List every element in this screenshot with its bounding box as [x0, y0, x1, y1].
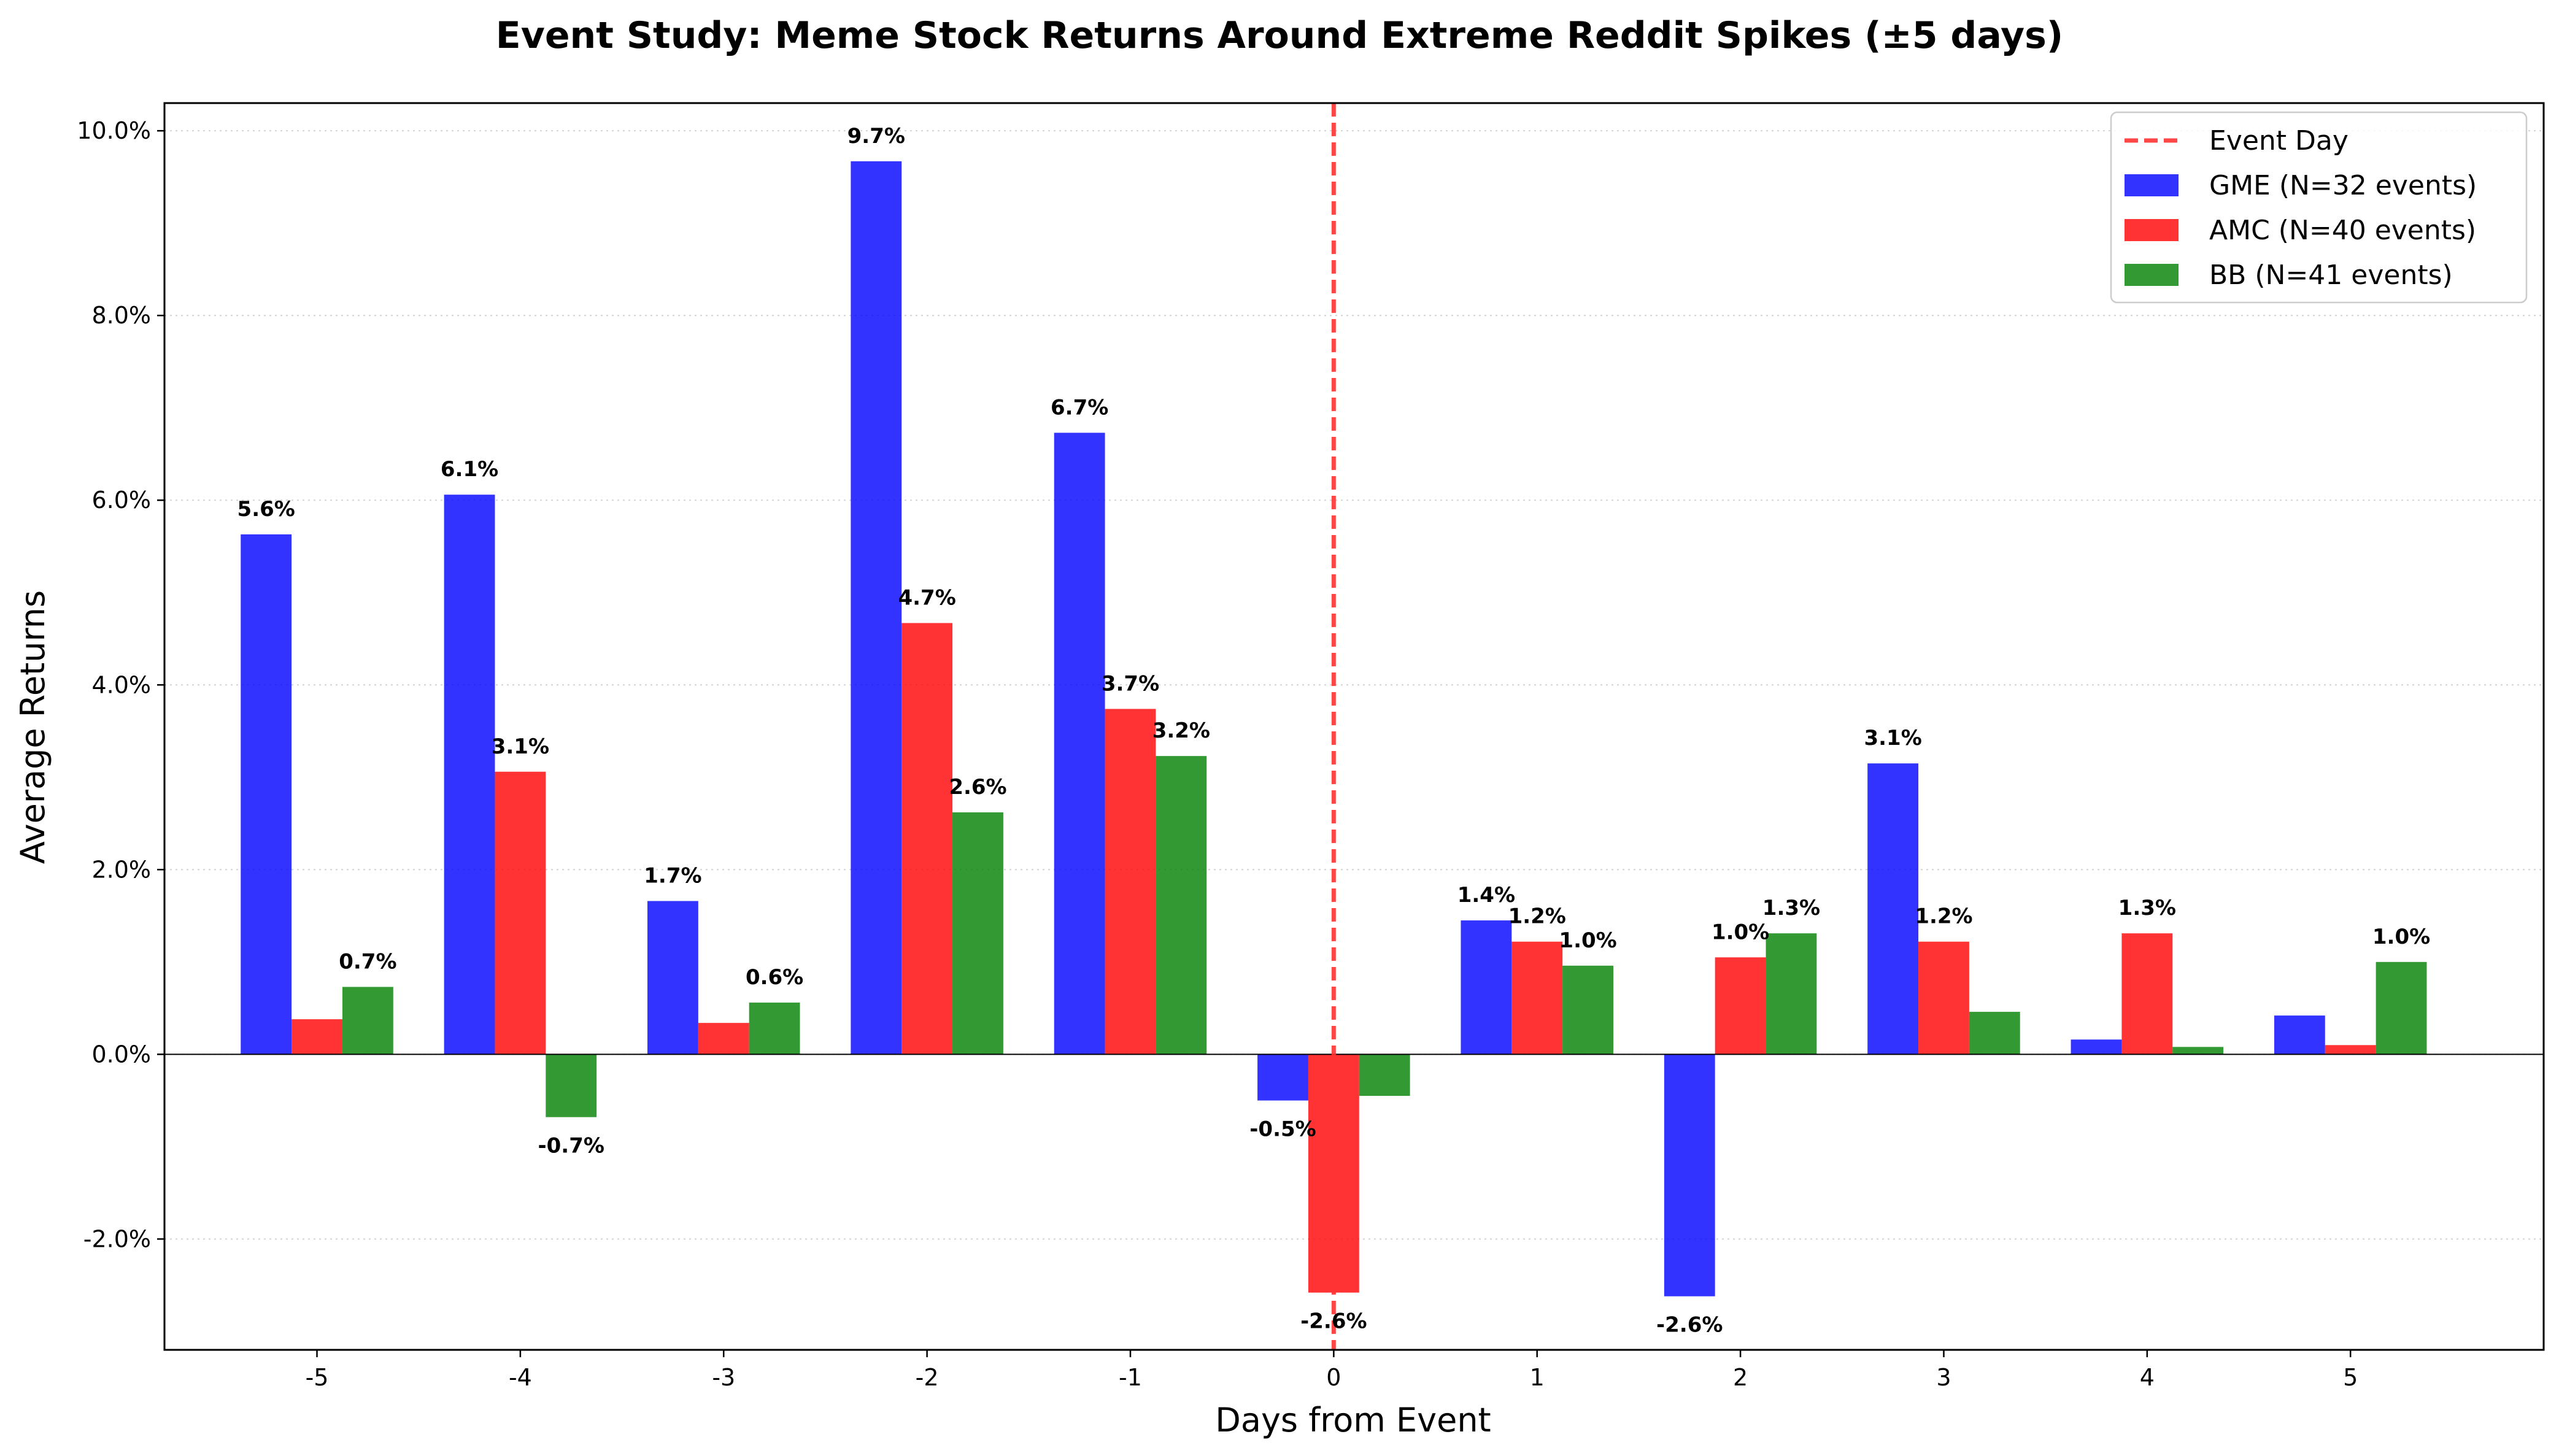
x-tick-label: -2: [916, 1364, 939, 1391]
y-tick-label: 6.0%: [91, 487, 151, 514]
bar-bb--5: [342, 987, 393, 1055]
bar-bb--1: [1156, 756, 1207, 1055]
bar-bb-5: [2376, 961, 2427, 1055]
legend: Event Day GME (N=32 events) AMC (N=40 even…: [2110, 111, 2528, 304]
x-tick-label: 1: [1530, 1364, 1545, 1391]
legend-label: BB (N=41 events): [2209, 260, 2453, 291]
bar-amc--2: [901, 623, 953, 1055]
legend-swatch: [2125, 174, 2179, 196]
bar-gme-0: [1257, 1054, 1308, 1101]
data-label: 1.2%: [1915, 904, 1972, 929]
bar-gme--2: [851, 161, 902, 1055]
data-label: 3.1%: [492, 734, 549, 759]
bar-amc-2: [1715, 957, 1766, 1055]
data-label: 4.7%: [898, 585, 955, 610]
legend-frame: [2110, 111, 2528, 304]
x-tick-label: -3: [712, 1364, 735, 1391]
bar-bb-0: [1359, 1054, 1410, 1096]
y-tick-label: 2.0%: [91, 856, 151, 883]
data-label: 0.6%: [746, 965, 803, 990]
bar-bb-1: [1562, 965, 1613, 1055]
data-label: 5.6%: [237, 497, 295, 522]
data-label: -2.6%: [1300, 1309, 1367, 1334]
data-label: 1.0%: [2372, 925, 2430, 949]
bar-amc--1: [1105, 709, 1156, 1055]
bar-gme--5: [241, 534, 292, 1055]
plot-frame: [163, 102, 2545, 1351]
bar-bb-4: [2172, 1047, 2224, 1055]
bar-bb--4: [546, 1054, 597, 1117]
data-label: -0.5%: [1249, 1117, 1316, 1142]
bar-gme-3: [1867, 763, 1919, 1055]
bar-amc-3: [1918, 941, 1969, 1055]
x-tick-label: 4: [2140, 1364, 2155, 1391]
data-label: 3.2%: [1152, 718, 1210, 743]
data-label: 6.1%: [441, 457, 498, 482]
data-label: 3.7%: [1102, 671, 1159, 696]
y-tick-label: 4.0%: [91, 671, 151, 698]
x-tick-label: 0: [1326, 1364, 1341, 1391]
y-axis-label: Average Returns: [14, 590, 52, 864]
data-label: 3.1%: [1864, 726, 1921, 750]
bar-amc--4: [495, 771, 546, 1055]
data-label: 1.0%: [1712, 920, 1769, 944]
x-tick-label: -4: [509, 1364, 532, 1391]
bar-gme-2: [1664, 1054, 1715, 1296]
data-label: 1.3%: [2118, 896, 2176, 920]
x-tick-label: -5: [306, 1364, 329, 1391]
data-label: 1.2%: [1508, 904, 1566, 929]
x-tick-label: 5: [2343, 1364, 2358, 1391]
axes: -2.0% 0.0% 2.0% 4.0% 6.0% 8.0% 10.0% -5 -4 -3 -2 -1…: [77, 102, 2545, 1391]
data-label: 2.6%: [949, 775, 1006, 799]
legend-swatch: [2125, 219, 2179, 241]
data-label: 1.0%: [1559, 928, 1616, 953]
bar-amc--5: [291, 1019, 342, 1055]
y-tick-label: 0.0%: [91, 1041, 151, 1068]
legend-swatch: [2125, 264, 2179, 286]
x-tick-label: -1: [1119, 1364, 1142, 1391]
y-tick-label: -2.0%: [83, 1225, 151, 1252]
bar-amc--3: [698, 1023, 749, 1055]
bar-amc-1: [1511, 941, 1563, 1055]
legend-label: AMC (N=40 events): [2209, 215, 2476, 246]
legend-event-day-label: Event Day: [2209, 125, 2349, 156]
x-tick-label: 3: [1936, 1364, 1951, 1391]
y-tick-label: 8.0%: [91, 302, 151, 329]
data-label: 1.7%: [644, 863, 701, 888]
data-label: 1.3%: [1762, 896, 1820, 920]
data-label: 9.7%: [847, 124, 905, 148]
bars: [241, 161, 2427, 1296]
bar-gme-4: [2071, 1039, 2122, 1055]
data-label: -0.7%: [538, 1134, 604, 1158]
data-label: 0.7%: [339, 949, 396, 974]
bar-gme-1: [1461, 920, 1512, 1055]
legend-label: GME (N=32 events): [2209, 170, 2477, 201]
data-label: 1.4%: [1457, 883, 1515, 907]
x-tick-label: 2: [1733, 1364, 1748, 1391]
bar-gme--3: [647, 901, 698, 1055]
bar-value-labels: 5.6% 6.1% 1.7% 9.7% 6.7% -0.5% 1.4% -2.6% 3.1% 3.…: [237, 124, 2431, 1338]
x-axis-label: Days from Event: [1215, 1401, 1491, 1439]
bar-bb-2: [1766, 933, 1817, 1055]
data-label: 6.7%: [1051, 395, 1108, 420]
y-tick-label: 10.0%: [77, 117, 151, 144]
bar-gme--1: [1054, 433, 1105, 1055]
bar-bb-3: [1969, 1012, 2020, 1055]
data-label: -2.6%: [1656, 1313, 1723, 1338]
bar-amc-4: [2121, 933, 2173, 1055]
bar-amc-5: [2325, 1045, 2376, 1055]
bar-gme--4: [444, 495, 495, 1055]
chart-title: Event Study: Meme Stock Returns Around E…: [496, 14, 2063, 57]
bar-bb--2: [952, 812, 1003, 1055]
bar-bb--3: [749, 1003, 800, 1055]
bar-gme-5: [2274, 1015, 2325, 1055]
